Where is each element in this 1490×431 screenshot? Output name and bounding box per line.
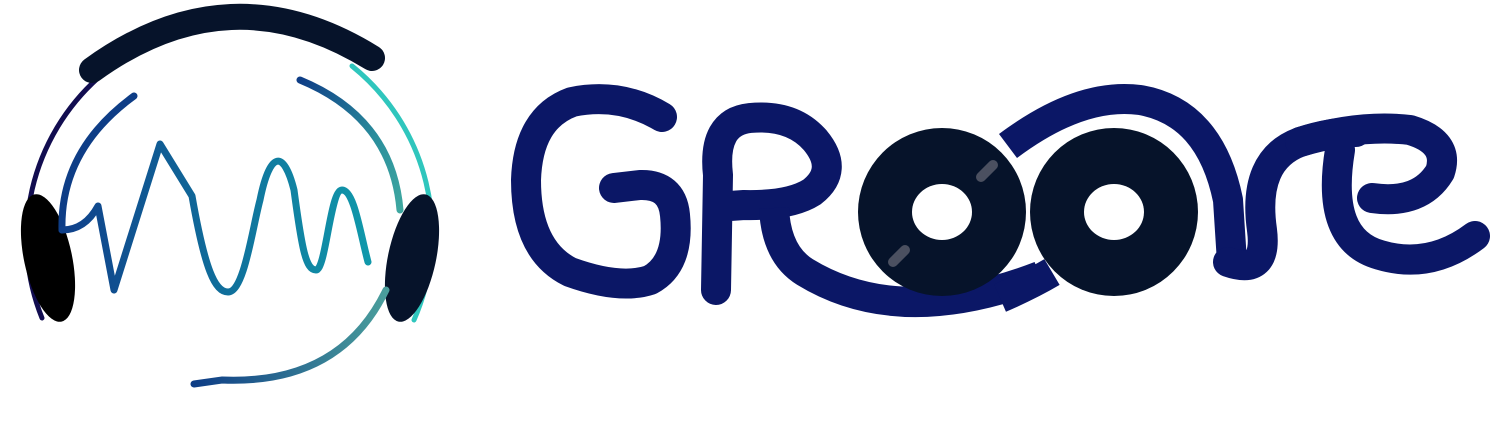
letter-r-tail <box>759 206 1046 317</box>
letter-r-tail-end <box>994 259 1060 312</box>
headphones-left-cup <box>20 194 76 322</box>
letter-r <box>701 102 842 305</box>
vinyl-record-icon <box>858 128 1026 296</box>
letter-e <box>1285 113 1490 275</box>
inner-arc-right <box>296 76 404 214</box>
sound-wave-icon <box>58 140 372 296</box>
headphones-headband <box>79 3 385 83</box>
letter-g <box>511 84 691 299</box>
letter-v <box>999 84 1247 263</box>
vinyl-record-icon-2 <box>1030 128 1198 296</box>
inner-arc-left <box>58 92 138 234</box>
wordmark <box>511 84 1490 317</box>
headphones-right-cup <box>384 194 440 322</box>
inner-arc-bottom <box>190 286 390 388</box>
headphones-icon <box>20 3 440 388</box>
